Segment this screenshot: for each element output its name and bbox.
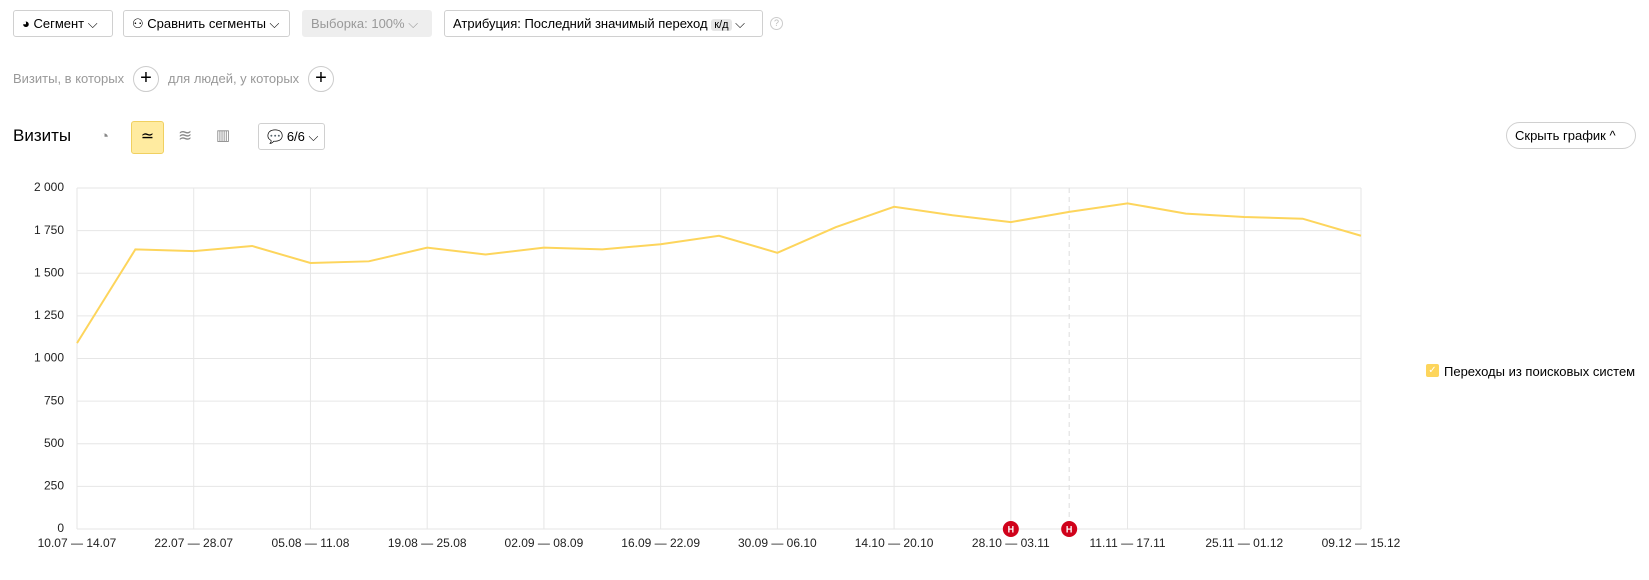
y-tick-label: 1 500 — [34, 265, 64, 279]
legend-label: Переходы из поисковых систем — [1444, 364, 1636, 379]
label: Скрыть график — [1515, 128, 1606, 143]
x-tick-label: 11.11 — 17.11 — [1090, 536, 1166, 550]
line-icon[interactable]: ≃ — [131, 121, 164, 154]
hide-chart-button[interactable]: Скрыть график ^ — [1506, 122, 1636, 149]
y-tick-label: 250 — [44, 479, 64, 493]
notes-button[interactable]: 💬 6/6 ⌵ — [258, 123, 325, 150]
series-line — [76, 202, 1362, 344]
legend-checkbox[interactable]: ✓ — [1426, 364, 1439, 377]
attribution-button[interactable]: Атрибуция: Последний значимый переход к/… — [444, 10, 763, 37]
x-tick-label: 05.08 — 11.08 — [272, 536, 350, 550]
x-tick-label: 02.09 — 08.09 — [505, 536, 584, 550]
y-tick-label: 500 — [44, 436, 64, 450]
bar-icon[interactable]: ▥ — [216, 127, 231, 144]
x-tick-label: 22.07 — 28.07 — [154, 536, 233, 550]
filter-label: Визиты, в которых — [13, 71, 125, 86]
badge: к/д — [711, 19, 732, 31]
y-tick-label: 1 000 — [34, 351, 64, 365]
y-tick-label: 2 000 — [34, 180, 64, 194]
annotation-marker — [1002, 521, 1019, 537]
filter-label: для людей, у которых — [168, 71, 300, 86]
annotation-marker — [1061, 521, 1078, 537]
x-tick-label: 30.09 — 06.10 — [738, 536, 817, 550]
y-tick-label: 750 — [44, 393, 64, 407]
y-tick-label: 1 250 — [34, 308, 64, 322]
label: Атрибуция: Последний значимый переход — [453, 16, 708, 31]
x-tick-label: 14.10 — 20.10 — [855, 536, 934, 550]
label: Сравнить сегменты — [147, 16, 266, 31]
x-tick-label: 10.07 — 14.07 — [38, 536, 117, 550]
panel-title: Визиты — [13, 126, 72, 145]
sample-button[interactable]: Выборка: 100% ⌵ — [302, 10, 432, 37]
x-tick-label: 16.09 — 22.09 — [621, 536, 700, 550]
add-filter[interactable]: + — [308, 66, 334, 92]
help-icon[interactable]: ? — [770, 17, 783, 30]
label: Сегмент — [33, 16, 85, 31]
label: Выборка: 100% — [311, 16, 405, 31]
y-tick-label: 0 — [57, 521, 64, 535]
segment-button[interactable]: ◕ Сегмент ⌵ — [13, 10, 113, 37]
pie-icon[interactable]: ◔ — [100, 128, 110, 145]
x-tick-label: 09.12 — 15.12 — [1322, 536, 1401, 550]
area-icon[interactable]: ≋ — [178, 126, 193, 145]
x-tick-label: 25.11 — 01.12 — [1205, 536, 1283, 550]
x-tick-label: 19.08 — 25.08 — [388, 536, 467, 550]
label: 6/6 — [286, 129, 305, 144]
add-filter[interactable]: + — [133, 66, 159, 92]
y-tick-label: 1 750 — [34, 223, 64, 237]
annotation-label: Н — [1008, 524, 1015, 534]
x-tick-label: 28.10 — 03.11 — [972, 536, 1050, 550]
compare-button[interactable]: ⚇ Сравнить сегменты ⌵ — [123, 10, 290, 37]
annotation-label: Н — [1066, 524, 1073, 534]
